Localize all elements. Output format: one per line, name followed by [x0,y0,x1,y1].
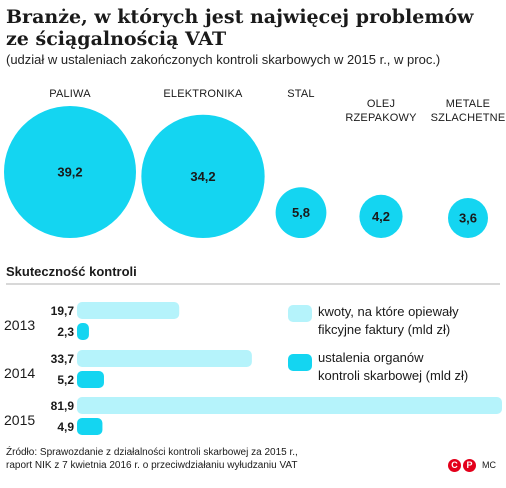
bar-2014-series-1 [77,371,104,388]
bar-value-2015-series-1: 4,9 [57,420,74,434]
page-title: Branże, w których jest najwięcej problem… [6,6,474,50]
bubble-value-3: 4,2 [372,209,390,224]
bubble-label-0-0: PALIWA [49,88,91,100]
bubble-value-1: 34,2 [190,169,215,184]
legend-swatch-1 [288,354,312,371]
page-subtitle: (udział w ustaleniach zakończonych kontr… [6,52,441,67]
legend-swatch-0 [288,305,312,322]
bar-2014-series-0 [77,350,252,367]
bubble-3 [359,194,403,238]
bar-value-2013-series-0: 19,7 [51,304,75,318]
bubble-value-4: 3,6 [459,210,477,225]
chart-canvas: 39,2 PALIWA 34,2 ELEKTRONIKA 5,8 STAL 4,2 OLEJ R… [4,88,506,435]
bubble-1 [141,114,265,239]
bar-2013-series-1 [77,323,89,340]
bar-value-2015-series-0: 81,9 [51,399,75,413]
year-label-2015: 2015 [4,412,35,428]
legend-label-1-1: kontroli skarbowej (mld zł) [318,368,468,383]
bubble-chart: 39,2 PALIWA 34,2 ELEKTRONIKA 5,8 STAL 4,2 OLEJ R… [4,88,506,239]
bar-chart: 2013 19,7 2,3 2014 33,7 5,2 2015 81,9 4,9 [4,302,502,435]
bar-chart-legend: kwoty, na które opiewały fikcyjne faktury… [288,304,468,383]
bar-chart-title: Skuteczność kontroli [6,264,137,279]
source-note: Źródło: Sprawozdanie z działalności kont… [6,446,436,472]
source-line-2: raport NIK z 7 kwietnia 2016 r. o przeci… [6,460,298,471]
bar-2013-series-0 [77,302,180,319]
legend-label-0-0: kwoty, na które opiewały [318,304,459,319]
bubble-value-2: 5,8 [292,205,310,220]
publisher-logo: C P MC [448,459,502,479]
bubble-label-4-1: SZLACHETNE [431,112,506,124]
logo-text: MC [482,460,496,470]
bubble-value-0: 39,2 [57,165,82,180]
bar-2015-series-1 [77,418,103,435]
source-line-1: Źródło: Sprawozdanie z działalności kont… [6,447,298,458]
bar-value-2014-series-1: 5,2 [57,373,74,387]
year-label-2013: 2013 [4,317,35,333]
bubble-0 [4,106,136,238]
bar-2015-series-0 [77,397,502,414]
copyright-c-icon: C [448,459,461,472]
bubble-label-1-0: ELEKTRONIKA [163,88,243,100]
bubble-label-2-0: STAL [287,88,315,100]
bubble-label-3-1: RZEPAKOWY [345,112,417,124]
bar-value-2014-series-0: 33,7 [51,352,75,366]
legend-label-1-0: ustalenia organów [318,350,424,365]
bubble-4 [448,197,488,238]
bubble-2 [275,187,327,239]
legend-label-0-1: fikcyjne faktury (mld zł) [318,322,450,337]
copyright-p-icon: P [463,459,476,472]
year-label-2014: 2014 [4,365,35,381]
bubble-label-3-0: OLEJ [367,98,395,110]
bubble-label-4-0: METALE [446,98,490,110]
bar-value-2013-series-1: 2,3 [57,325,74,339]
